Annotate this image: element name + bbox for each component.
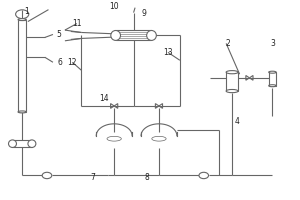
Ellipse shape xyxy=(269,71,276,73)
Polygon shape xyxy=(155,104,159,108)
Bar xyxy=(226,72,238,91)
Text: 11: 11 xyxy=(72,19,82,28)
Ellipse shape xyxy=(111,30,121,40)
Ellipse shape xyxy=(269,85,276,87)
Text: 12: 12 xyxy=(68,58,77,67)
Polygon shape xyxy=(249,75,253,80)
Text: 3: 3 xyxy=(270,39,275,48)
Bar xyxy=(18,20,26,112)
Ellipse shape xyxy=(226,89,238,93)
Text: 5: 5 xyxy=(56,30,61,39)
Ellipse shape xyxy=(18,19,26,21)
Text: 2: 2 xyxy=(225,39,230,48)
Circle shape xyxy=(199,172,208,179)
Ellipse shape xyxy=(28,140,36,147)
Ellipse shape xyxy=(226,71,238,74)
Text: 13: 13 xyxy=(163,48,173,57)
Ellipse shape xyxy=(8,140,16,147)
Text: 9: 9 xyxy=(142,9,146,18)
Polygon shape xyxy=(159,104,163,108)
Text: 8: 8 xyxy=(145,173,149,182)
Bar xyxy=(13,140,32,147)
Text: 7: 7 xyxy=(91,173,96,182)
Polygon shape xyxy=(246,75,249,80)
Bar xyxy=(116,30,152,40)
Text: 1: 1 xyxy=(25,7,29,16)
Ellipse shape xyxy=(18,111,26,113)
Ellipse shape xyxy=(147,30,156,40)
Circle shape xyxy=(42,172,52,179)
Text: 14: 14 xyxy=(99,94,109,103)
Text: 6: 6 xyxy=(58,58,63,67)
Polygon shape xyxy=(114,104,118,108)
Text: 10: 10 xyxy=(110,2,119,11)
Circle shape xyxy=(16,10,29,19)
Text: 4: 4 xyxy=(234,117,239,126)
Polygon shape xyxy=(111,104,114,108)
Bar xyxy=(269,72,276,86)
